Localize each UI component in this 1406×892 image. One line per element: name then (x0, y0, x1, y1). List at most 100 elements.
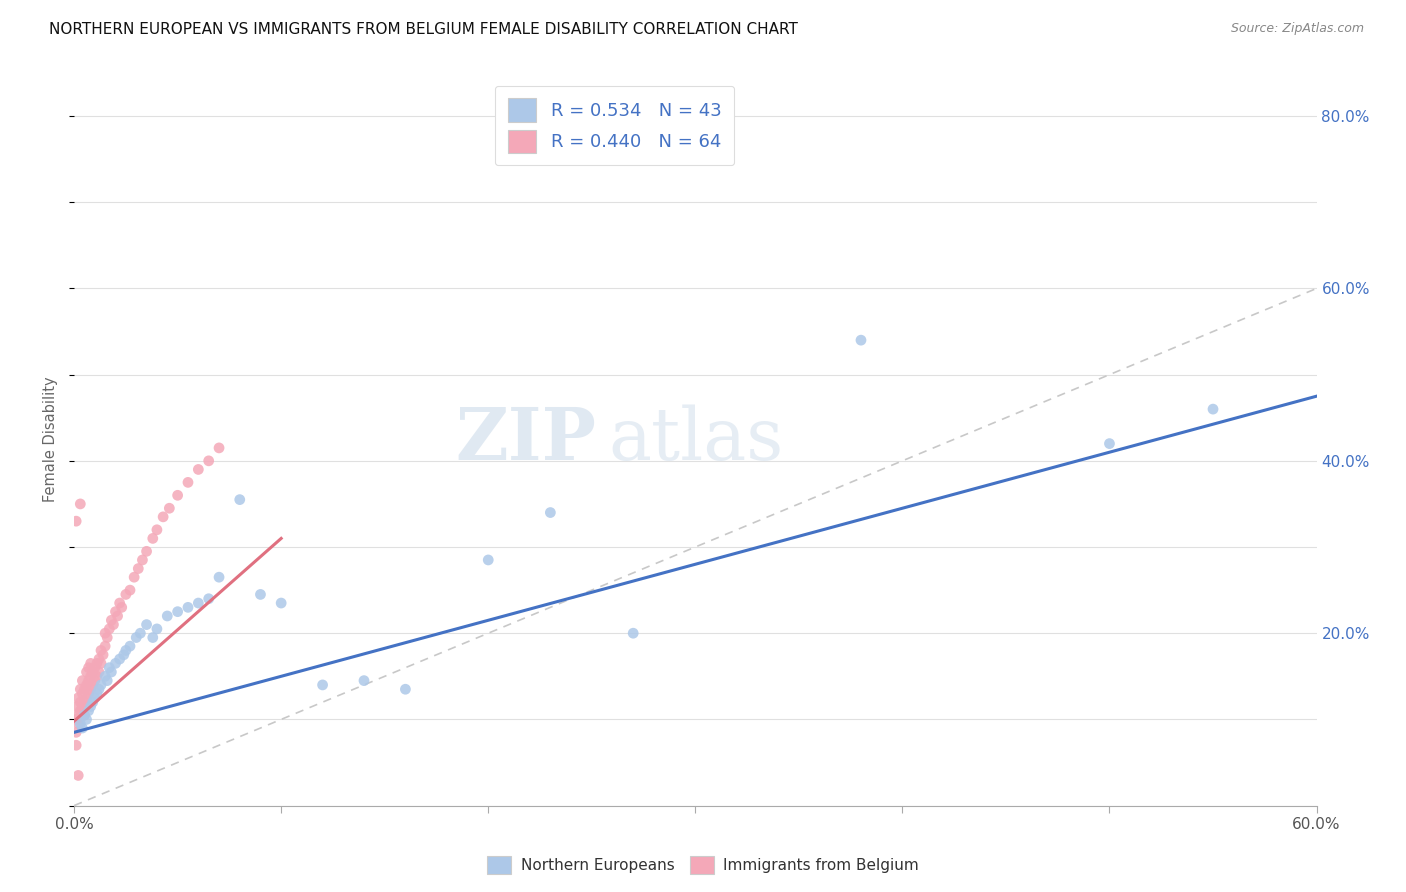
Point (69, 704, 91, 718)
Point (156, 609, 179, 624)
Point (72, 699, 94, 714)
Point (849, 333, 872, 347)
Point (177, 475, 200, 490)
Point (152, 509, 174, 524)
Legend: Northern Europeans, Immigrants from Belgium: Northern Europeans, Immigrants from Belg… (481, 850, 925, 880)
Point (125, 631, 148, 645)
Point (86, 669, 108, 683)
Point (90, 643, 112, 657)
Point (94, 626, 117, 640)
Point (208, 441, 231, 455)
Point (79, 682, 101, 697)
Point (65, 514, 87, 528)
Point (76, 690, 98, 705)
Point (157, 501, 180, 516)
Point (69, 716, 91, 731)
Point (90, 678, 112, 692)
Point (67, 768, 90, 782)
Point (621, 626, 644, 640)
Point (166, 605, 188, 619)
Point (87, 665, 110, 679)
Point (249, 587, 271, 601)
Point (131, 553, 153, 567)
Point (77, 661, 100, 675)
Point (77, 673, 100, 688)
Point (87, 682, 110, 697)
Point (100, 613, 122, 627)
Point (108, 596, 131, 610)
Point (79, 699, 101, 714)
Point (83, 673, 105, 688)
Point (82, 678, 104, 692)
Point (87, 652, 110, 666)
Point (187, 462, 209, 476)
Point (94, 639, 117, 653)
Point (98, 661, 121, 675)
Text: NORTHERN EUROPEAN VS IMMIGRANTS FROM BELGIUM FEMALE DISABILITY CORRELATION CHART: NORTHERN EUROPEAN VS IMMIGRANTS FROM BEL… (49, 22, 799, 37)
Point (1202, 402, 1225, 417)
Point (1098, 436, 1121, 450)
Point (67, 690, 90, 705)
Point (311, 678, 333, 692)
Point (83, 690, 105, 705)
Point (104, 657, 127, 671)
Point (111, 600, 134, 615)
Point (69, 682, 91, 697)
Point (135, 617, 157, 632)
Point (67, 708, 90, 723)
Point (115, 587, 138, 601)
Point (394, 682, 416, 697)
Point (65, 738, 87, 752)
Point (229, 492, 252, 507)
Point (79, 657, 101, 671)
Point (73, 708, 96, 723)
Point (122, 570, 145, 584)
Point (115, 643, 138, 657)
Point (108, 652, 131, 666)
Point (73, 708, 96, 723)
Point (103, 617, 125, 632)
Point (100, 665, 122, 679)
Point (76, 713, 98, 727)
Point (129, 626, 152, 640)
Point (107, 609, 129, 624)
Point (67, 716, 90, 731)
Point (76, 678, 98, 692)
Point (118, 583, 141, 598)
Point (142, 631, 165, 645)
Point (177, 600, 200, 615)
Point (73, 695, 96, 709)
Point (538, 506, 561, 520)
Point (94, 669, 117, 683)
Point (86, 687, 108, 701)
Text: Source: ZipAtlas.com: Source: ZipAtlas.com (1230, 22, 1364, 36)
Text: ZIP: ZIP (456, 404, 596, 475)
Point (76, 665, 98, 679)
Point (197, 454, 219, 468)
Point (353, 673, 375, 688)
Point (72, 673, 94, 688)
Point (69, 695, 91, 709)
Point (91, 648, 114, 662)
Legend: R = 0.534   N = 43, R = 0.440   N = 64: R = 0.534 N = 43, R = 0.440 N = 64 (495, 86, 734, 166)
Point (73, 682, 96, 697)
Point (477, 553, 499, 567)
Point (142, 532, 165, 546)
Point (65, 699, 87, 714)
Point (79, 669, 101, 683)
Point (65, 713, 87, 727)
Point (96, 631, 118, 645)
Point (208, 570, 231, 584)
Point (90, 657, 112, 671)
Point (77, 704, 100, 718)
Point (77, 687, 100, 701)
Point (104, 605, 127, 619)
Point (166, 488, 188, 502)
Y-axis label: Female Disability: Female Disability (44, 376, 58, 502)
Point (112, 648, 135, 662)
Point (135, 544, 157, 558)
Point (98, 622, 121, 636)
Point (82, 665, 104, 679)
Point (72, 687, 94, 701)
Point (270, 596, 292, 610)
